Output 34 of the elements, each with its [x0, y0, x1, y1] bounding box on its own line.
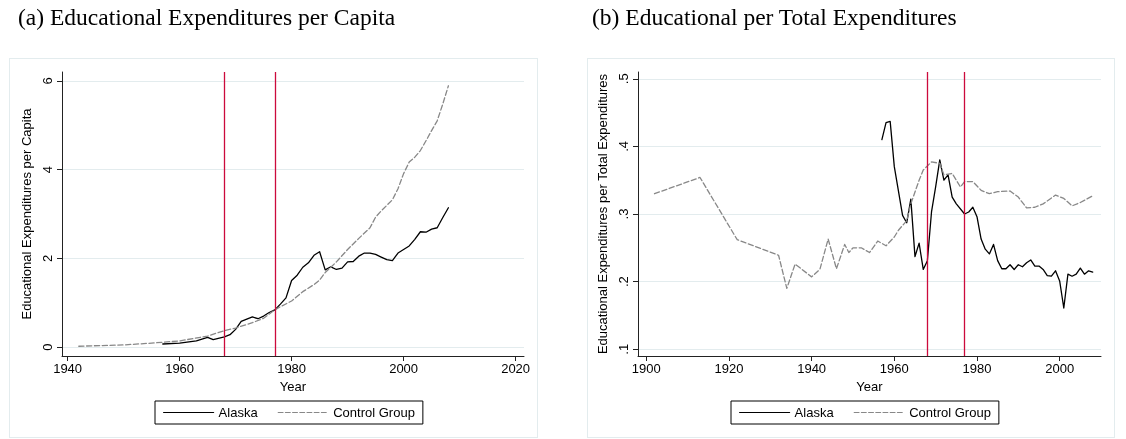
- y-tick-label: 2: [40, 254, 55, 262]
- y-tick-label: .1: [616, 343, 631, 355]
- line-series: [881, 120, 1094, 309]
- x-tick-label: 2020: [501, 361, 531, 376]
- x-axis-title: Year: [279, 378, 307, 394]
- x-tick-label: 1940: [797, 361, 827, 376]
- x-tick-label: 1980: [277, 361, 307, 376]
- x-tick-label: 1900: [631, 361, 661, 376]
- chart-title: (a) Educational Expenditures per Capita: [18, 4, 396, 30]
- chart-title: (b) Educational per Total Expenditures: [592, 4, 957, 30]
- y-tick-label: .4: [616, 140, 631, 152]
- y-axis-title: Educational Expenditures per Capita: [19, 107, 35, 320]
- legend-label: Alaska: [794, 405, 835, 420]
- legend-label: Control Group: [909, 405, 991, 420]
- y-tick-label: 4: [40, 166, 55, 174]
- x-tick-label: 2000: [389, 361, 419, 376]
- y-tick-label: .5: [616, 73, 631, 85]
- y-tick-label: 6: [40, 77, 55, 85]
- x-tick-label: 1960: [879, 361, 909, 376]
- x-axis-title: Year: [856, 378, 884, 394]
- x-tick-label: 1920: [714, 361, 744, 376]
- y-tick-label: .3: [616, 208, 631, 220]
- x-tick-label: 1940: [53, 361, 83, 376]
- legend-label: Alaska: [218, 405, 259, 420]
- x-tick-label: 2000: [1045, 361, 1075, 376]
- y-axis-title: Educational Expenditures per Total Expenditures: [595, 73, 611, 355]
- x-tick-label: 1960: [165, 361, 195, 376]
- x-tick-label: 1980: [962, 361, 992, 376]
- line-series: [78, 85, 450, 347]
- line-series: [653, 161, 1094, 290]
- line-series: [162, 207, 450, 345]
- legend-label: Control Group: [333, 405, 415, 420]
- y-tick-label: .2: [616, 276, 631, 288]
- y-tick-label: 0: [40, 343, 55, 351]
